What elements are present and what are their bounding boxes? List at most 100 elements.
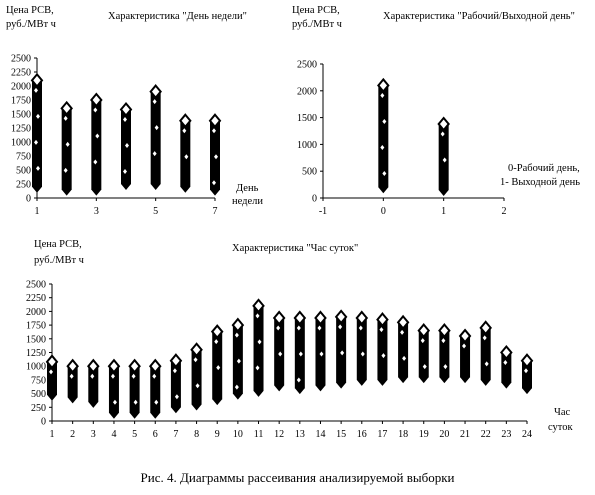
chart-1: 0 250 500 750 1000 1250 1500 1750 2000 2250 2500 1 3… [11, 54, 222, 217]
data-point-cluster [460, 330, 471, 384]
data-point-marker [298, 351, 303, 357]
data-point-marker [482, 335, 487, 341]
data-point-marker [152, 99, 157, 105]
data-point-marker [182, 128, 187, 134]
y-tick-label: 1250 [11, 124, 31, 135]
chart2-annotation-line1: 0-Рабочий день, [508, 163, 580, 174]
data-point-marker [65, 141, 70, 147]
data-point-cluster [253, 299, 264, 397]
data-column-x19 [417, 323, 431, 384]
data-point-marker [380, 92, 385, 98]
data-point-max [252, 298, 265, 314]
data-point-max [179, 113, 192, 129]
y-tick-label: 2500 [11, 54, 31, 65]
data-point-marker [63, 115, 68, 121]
data-column-x1 [30, 72, 44, 193]
data-point-cluster [170, 354, 181, 414]
y-tick-label: 500 [31, 389, 46, 400]
y-tick-label: 250 [16, 180, 31, 191]
data-point-cluster [150, 360, 161, 419]
data-point-marker [133, 399, 138, 405]
x-tick-label: 6 [153, 429, 158, 440]
data-point-cluster [91, 94, 102, 196]
data-point-marker [123, 169, 127, 175]
data-point-marker [34, 87, 38, 93]
x-tick-label: 10 [233, 429, 243, 440]
data-column-x6 [148, 358, 162, 419]
data-point-marker [36, 165, 40, 171]
y-tick-label: 2250 [11, 68, 31, 79]
data-point-marker [442, 157, 447, 163]
y-tick-label: 250 [31, 403, 46, 414]
x-tick-label: 3 [91, 429, 96, 440]
data-point-marker [340, 350, 345, 356]
x-tick-label: -1 [319, 206, 327, 217]
data-point-marker [234, 384, 239, 390]
data-point-max [396, 314, 410, 330]
chart2-ylabel-line1: Цена РСВ, [292, 5, 340, 16]
data-point-max [500, 344, 513, 361]
data-point-cluster [336, 310, 347, 389]
data-column-x11 [252, 298, 265, 397]
data-column-x7 [208, 113, 222, 196]
data-point-max [149, 84, 162, 100]
data-point-marker [319, 351, 324, 357]
data-point-max [190, 342, 203, 358]
x-tick-label: 22 [481, 429, 491, 440]
data-point-cluster [88, 360, 99, 408]
data-point-marker [382, 118, 387, 124]
data-point-max [479, 320, 492, 336]
y-tick-label: 0 [41, 417, 46, 428]
y-tick-label: 1000 [26, 362, 46, 373]
data-point-marker [422, 364, 427, 370]
data-point-marker [524, 368, 528, 374]
x-tick-label: 24 [522, 429, 532, 440]
data-column-x23 [500, 344, 513, 389]
data-column-x2 [66, 358, 79, 404]
chart2-annotation-line2: 1- Выходной день [500, 177, 581, 188]
x-tick-label: 17 [377, 429, 387, 440]
y-tick-label: 2500 [297, 60, 317, 71]
data-column-x4 [119, 101, 133, 190]
data-point-marker [462, 343, 467, 349]
data-column-x15 [334, 309, 348, 389]
data-column-x18 [396, 314, 410, 384]
data-point-marker [36, 113, 40, 119]
data-point-marker [214, 154, 218, 160]
data-point-max [107, 358, 121, 374]
data-point-max [30, 72, 44, 88]
data-point-marker [152, 151, 157, 157]
data-point-cluster [315, 311, 326, 392]
data-column-x3 [87, 358, 100, 408]
y-tick-label: 2000 [11, 82, 31, 93]
data-point-max [293, 310, 307, 326]
data-point-marker [338, 324, 343, 330]
data-point-marker [443, 364, 448, 370]
data-point-marker [503, 360, 508, 365]
chart3-xlabel-line2: суток [548, 422, 573, 433]
y-tick-label: 1750 [11, 96, 31, 107]
data-point-marker [420, 338, 425, 344]
data-column-x0 [377, 77, 390, 194]
data-point-marker [49, 369, 53, 375]
data-point-marker [360, 351, 365, 357]
x-tick-label: 4 [111, 429, 116, 440]
x-tick-label: 7 [173, 429, 178, 440]
data-point-marker [255, 313, 260, 319]
data-column-x6 [179, 113, 192, 193]
data-point-marker [380, 144, 385, 150]
data-point-marker [214, 339, 219, 345]
data-point-max [119, 101, 133, 118]
data-point-max [90, 92, 103, 108]
data-point-marker [95, 133, 100, 139]
data-point-max [148, 358, 162, 374]
x-tick-label: 23 [501, 429, 511, 440]
data-point-marker [296, 377, 301, 383]
data-column-x22 [479, 320, 492, 386]
data-column-x17 [376, 312, 389, 386]
data-point-marker [381, 353, 386, 359]
data-point-marker [234, 332, 239, 338]
data-point-marker [154, 125, 159, 131]
data-point-max [334, 309, 348, 325]
data-point-marker [152, 373, 157, 379]
